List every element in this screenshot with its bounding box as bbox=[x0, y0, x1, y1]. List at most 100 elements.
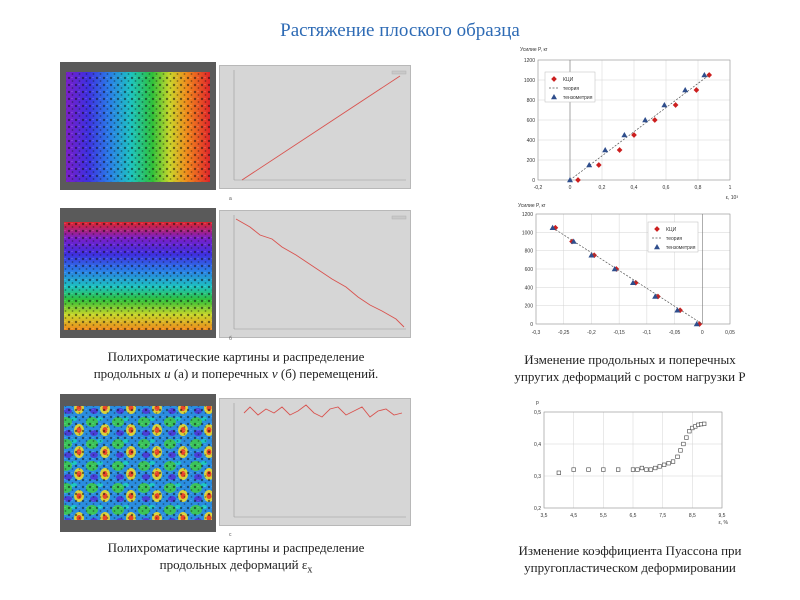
plot-frame bbox=[535, 213, 731, 325]
y-tick-label: 800 bbox=[525, 249, 534, 255]
caption-elastic-line2: упругих деформаций с ростом нагрузки P bbox=[514, 369, 746, 384]
u-profile-plot bbox=[219, 65, 411, 189]
data-point bbox=[684, 435, 689, 440]
data-point bbox=[662, 462, 667, 467]
point-tenso bbox=[611, 266, 618, 272]
data-point bbox=[644, 467, 649, 472]
point-kci bbox=[595, 162, 602, 168]
point-tenso bbox=[682, 87, 689, 93]
point-tenso bbox=[630, 279, 636, 285]
chart-poisson: 0,2 0,3 0,4 0,5 3,5 4,5 5,5 6,5 7,5 8,5 9,5 p ε, % bbox=[522, 396, 732, 528]
dic-image-strain bbox=[60, 394, 216, 532]
caption-strain: Полихроматические картины и распределени… bbox=[55, 539, 417, 579]
caption-displacements-line1: Полихроматические картины и распределени… bbox=[107, 349, 365, 364]
x-axis-label: ε, 10³ bbox=[726, 195, 739, 201]
caption-elastic-line1: Изменение продольных и поперечных bbox=[524, 352, 736, 367]
y-tick-label: 200 bbox=[525, 304, 534, 310]
data-point bbox=[601, 467, 606, 472]
x-tick-label: 4,5 bbox=[570, 513, 577, 519]
x-tick-label: -0,1 bbox=[643, 330, 652, 336]
caption-poisson-line2: упругопластическом деформировании bbox=[524, 560, 736, 575]
point-tenso bbox=[693, 321, 700, 327]
point-tenso bbox=[674, 307, 681, 313]
plot-frame bbox=[543, 411, 723, 509]
point-tenso bbox=[570, 238, 577, 244]
slide-title: Растяжение плоского образца bbox=[280, 20, 520, 41]
data-point bbox=[675, 454, 680, 459]
x-tick-label: -0,05 bbox=[669, 330, 681, 336]
data-point bbox=[639, 465, 644, 471]
x-tick-label: -0,3 bbox=[532, 330, 541, 336]
caption-strain-line2: продольных деформаций εx bbox=[159, 557, 313, 576]
dic-image-u bbox=[60, 62, 216, 190]
y-tick-label: 200 bbox=[527, 158, 536, 164]
mark-b: б bbox=[229, 336, 232, 342]
y-tick-label: 400 bbox=[527, 138, 536, 144]
point-tenso bbox=[642, 117, 649, 123]
y-tick-label: 800 bbox=[527, 98, 536, 104]
y-axis-label: p bbox=[536, 400, 539, 406]
y-tick-label: 0,3 bbox=[534, 474, 541, 480]
y-tick-label: 1200 bbox=[524, 58, 535, 64]
x-tick-label: 5,5 bbox=[600, 513, 607, 519]
legend-marker-tenso bbox=[551, 94, 557, 100]
y-tick-label: 600 bbox=[525, 267, 534, 273]
data-point bbox=[616, 467, 621, 472]
data-point bbox=[630, 467, 636, 472]
data-point bbox=[657, 464, 662, 469]
x-tick-label: 1 bbox=[729, 185, 732, 191]
data-point bbox=[666, 461, 671, 466]
x-tick-label: 0,2 bbox=[599, 185, 606, 191]
mark-c: с bbox=[229, 532, 232, 538]
dic-image-v bbox=[60, 208, 216, 338]
legend-label: тензометрия bbox=[563, 95, 593, 101]
point-tenso bbox=[588, 252, 595, 258]
y-tick-label: 1000 bbox=[522, 230, 533, 236]
legend-marker-kci bbox=[654, 226, 660, 232]
data-point bbox=[687, 429, 692, 434]
point-kci bbox=[575, 177, 581, 183]
x-tick-label: 0 bbox=[569, 185, 572, 191]
x-tick-label: -0,2 bbox=[534, 185, 543, 191]
point-kci bbox=[672, 102, 679, 108]
point-tenso bbox=[586, 162, 593, 168]
point-kci bbox=[693, 87, 700, 93]
point-tenso bbox=[701, 72, 708, 78]
mark-a: а bbox=[229, 196, 232, 202]
point-tenso bbox=[652, 293, 659, 299]
caption-poisson: Изменение коэффициента Пуассона при упру… bbox=[470, 542, 790, 576]
x-tick-label: 0,6 bbox=[663, 185, 670, 191]
x-tick-label: 0,05 bbox=[725, 330, 735, 336]
point-tenso bbox=[661, 102, 668, 108]
y-tick-label: 1000 bbox=[524, 78, 535, 84]
y-axis-label: Усилие P, кг bbox=[518, 203, 546, 209]
data-point bbox=[681, 441, 686, 447]
data-point bbox=[635, 467, 640, 472]
y-tick-label: 0,5 bbox=[534, 410, 541, 416]
point-tenso bbox=[567, 177, 573, 183]
x-tick-label: 7,5 bbox=[659, 513, 666, 519]
data-point bbox=[556, 470, 561, 475]
chart-transverse: 0 200 400 600 800 1000 1200 -0,3 -0,25 -0,2 -0,15 -… bbox=[512, 202, 740, 344]
legend-label: КЦИ bbox=[666, 227, 677, 233]
y-tick-label: 0,2 bbox=[534, 506, 541, 512]
x-tick-label: 0,8 bbox=[695, 185, 702, 191]
x-tick-label: 8,5 bbox=[689, 513, 696, 519]
x-tick-label: 6,5 bbox=[630, 513, 637, 519]
caption-strain-line1: Полихроматические картины и распределени… bbox=[107, 540, 365, 555]
data-point bbox=[702, 421, 707, 426]
strain-profile-plot bbox=[219, 398, 411, 526]
x-tick-label: -0,2 bbox=[587, 330, 596, 336]
x-tick-label: 9,5 bbox=[719, 513, 726, 519]
x-tick-label: -0,25 bbox=[558, 330, 570, 336]
point-tenso bbox=[621, 132, 628, 138]
x-tick-label: 0,4 bbox=[631, 185, 638, 191]
point-kci bbox=[651, 117, 658, 123]
y-tick-label: 600 bbox=[527, 118, 536, 124]
series-theory-line bbox=[569, 74, 710, 181]
chart-longitudinal: 0 200 400 600 800 1000 1200 -0,2 0 0,2 0,4 0,6 0,8 1 У… bbox=[512, 44, 740, 202]
legend-marker-tenso bbox=[654, 244, 660, 250]
caption-elastic: Изменение продольных и поперечных упруги… bbox=[470, 351, 790, 385]
x-tick-label: 0 bbox=[701, 330, 704, 336]
legend-label: тензометрия bbox=[666, 245, 696, 251]
